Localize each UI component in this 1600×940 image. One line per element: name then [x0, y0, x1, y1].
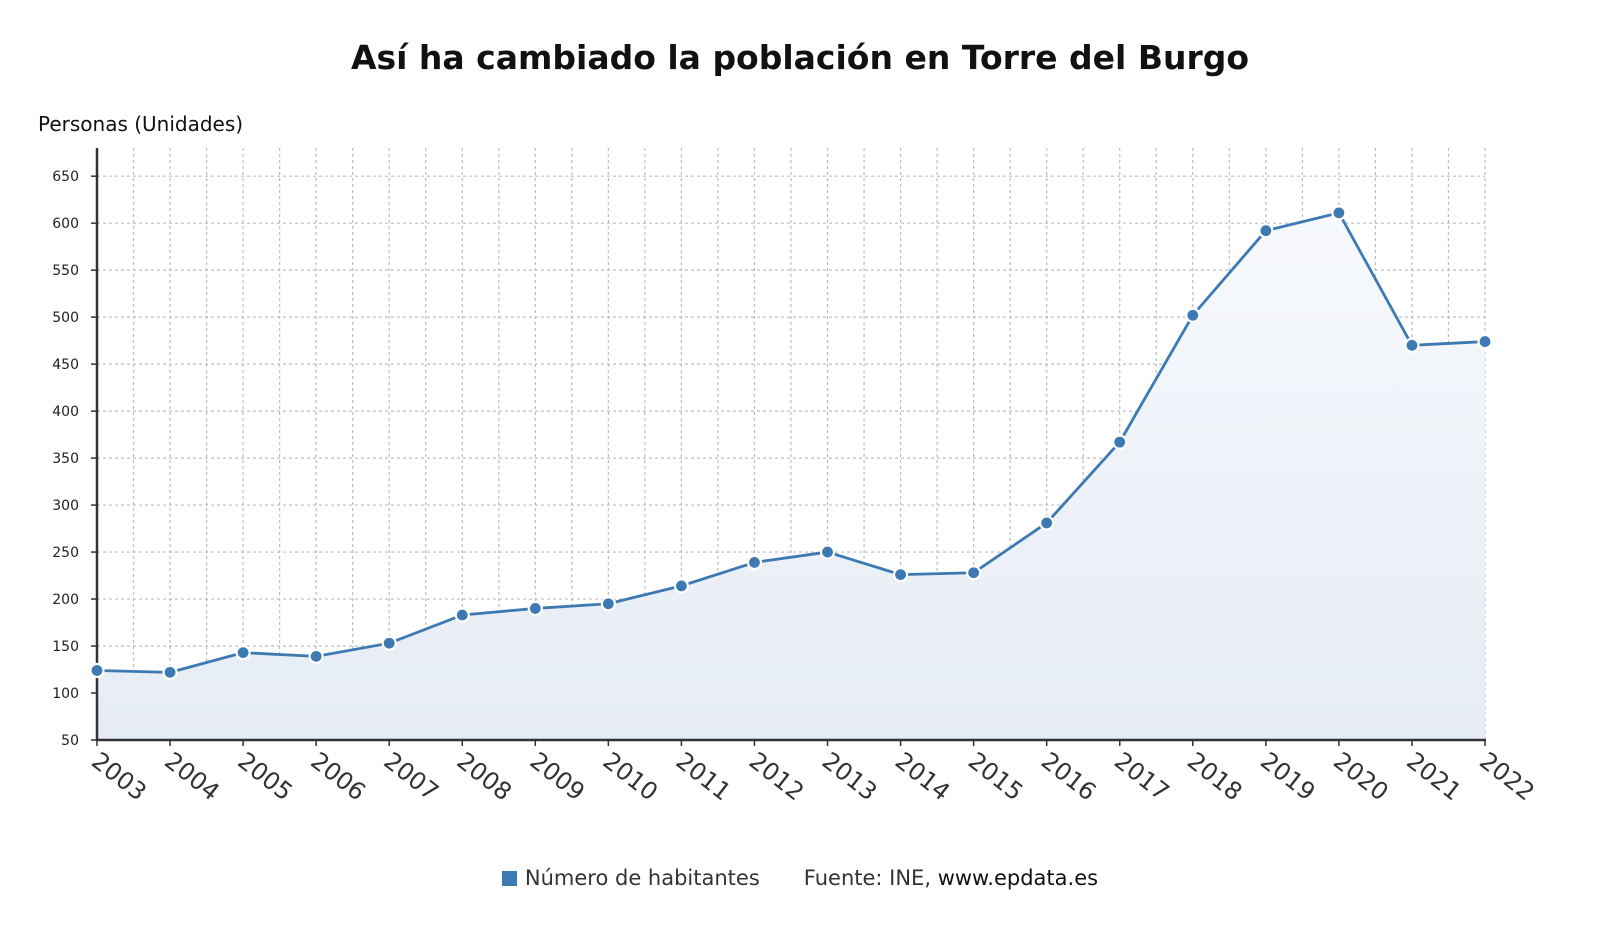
x-tick-label: 2012 — [744, 747, 809, 807]
x-tick-label: 2021 — [1401, 747, 1466, 807]
data-point-2019 — [1258, 223, 1274, 239]
data-point-2016 — [1039, 515, 1055, 531]
x-tick-label: 2011 — [671, 747, 736, 807]
data-point-2012 — [746, 554, 763, 571]
y-tick-label: 400 — [52, 404, 79, 420]
source-site: www.epdata.es — [937, 866, 1099, 890]
data-point-2018 — [1185, 307, 1201, 323]
x-tick-labels: 2003 2004 2005 2006 2007 2008 2009 2010 2011 2012… — [86, 747, 1539, 807]
data-point-2008 — [454, 607, 470, 623]
x-tick-label: 2006 — [305, 747, 370, 807]
data-point-2011 — [673, 578, 690, 594]
area-layer — [97, 212, 1485, 741]
data-point-2003 — [89, 662, 105, 679]
y-tick-label: 200 — [52, 592, 79, 608]
y-tick-label: 150 — [52, 639, 79, 655]
x-tick-label: 2020 — [1328, 747, 1393, 807]
data-point-2015 — [966, 565, 982, 581]
x-tick-label: 2004 — [159, 747, 224, 807]
x-tick-label: 2017 — [1109, 747, 1174, 807]
data-point-2014 — [892, 567, 909, 583]
data-point-2022 — [1477, 333, 1493, 350]
x-tick-label: 2010 — [598, 747, 663, 807]
data-point-2021 — [1404, 337, 1420, 353]
y-tick-label: 50 — [61, 733, 79, 749]
line-layer — [96, 211, 1486, 674]
data-point-2004 — [162, 664, 178, 680]
y-axis-label: Personas (Unidades) — [38, 112, 244, 136]
x-tick-label: 2003 — [86, 747, 151, 807]
y-tick-label: 300 — [52, 498, 79, 514]
data-point-2013 — [819, 544, 836, 560]
x-tick-label: 2022 — [1474, 747, 1539, 807]
x-tick-label: 2013 — [817, 747, 882, 807]
data-point-2020 — [1331, 205, 1347, 221]
y-tick-label: 550 — [52, 263, 79, 279]
series-line — [96, 211, 1486, 674]
y-tick-label: 350 — [52, 451, 79, 467]
line-chart: 50 100 150 200 250 300 350 400 450 500 550 600 650 2… — [52, 148, 1540, 807]
y-tick-label: 100 — [52, 686, 79, 702]
y-tick-label: 650 — [52, 169, 79, 185]
x-tick-label: 2015 — [963, 747, 1028, 807]
chart-title: Así ha cambiado la población en Torre de… — [350, 38, 1250, 77]
data-point-2010 — [600, 596, 616, 612]
points-layer — [89, 205, 1493, 680]
data-point-2009 — [527, 600, 543, 617]
x-tick-label: 2005 — [232, 747, 297, 807]
data-point-2017 — [1112, 434, 1128, 450]
x-tick-label: 2008 — [452, 747, 517, 807]
axes — [91, 148, 1486, 746]
y-tick-label: 250 — [52, 545, 79, 561]
y-tick-labels: 50 100 150 200 250 300 350 400 450 500 550 600 650 — [52, 169, 79, 749]
legend-swatch — [501, 871, 517, 886]
x-tick-label: 2016 — [1036, 747, 1101, 807]
data-point-2007 — [381, 635, 397, 651]
y-tick-label: 600 — [52, 216, 79, 232]
series-area — [97, 212, 1485, 741]
x-tick-label: 2014 — [890, 747, 955, 807]
data-point-2006 — [308, 648, 324, 664]
y-tick-label: 500 — [52, 310, 79, 326]
y-tick-label: 450 — [52, 357, 79, 373]
source-prefix: Fuente: INE, — [803, 866, 932, 890]
data-point-2005 — [235, 645, 251, 661]
legend: Número de habitantes Fuente: INE, www.epd… — [0, 866, 1600, 890]
x-tick-label: 2019 — [1255, 747, 1320, 807]
x-tick-label: 2009 — [525, 747, 590, 807]
legend-series-label: Número de habitantes — [524, 866, 760, 890]
x-tick-label: 2007 — [379, 747, 444, 807]
x-tick-label: 2018 — [1182, 747, 1247, 807]
